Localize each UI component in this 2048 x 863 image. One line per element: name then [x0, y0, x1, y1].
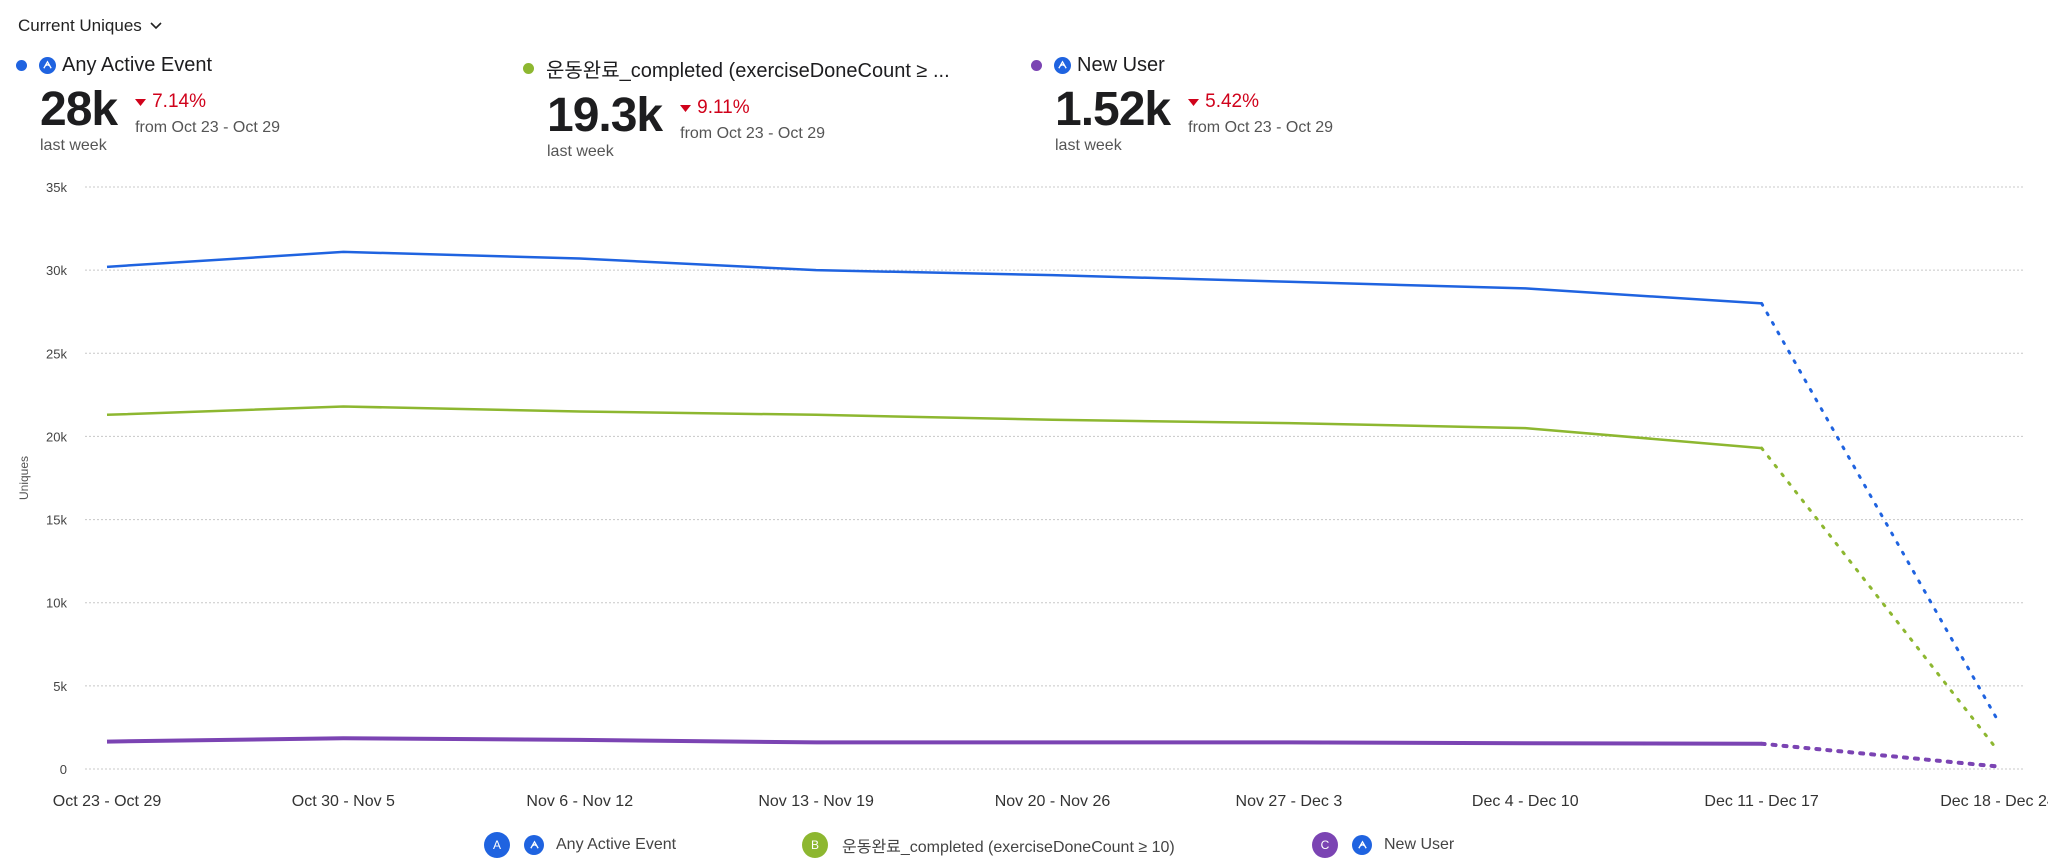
event-type-icon [524, 835, 544, 855]
series-line [106, 736, 1762, 746]
series-badge: A [484, 832, 510, 858]
legend-label: New User [1384, 836, 1455, 853]
x-tick-label: Dec 4 - Dec 10 [1472, 793, 1579, 810]
y-tick-label: 35k [46, 180, 67, 195]
series-color-dot [1031, 60, 1042, 71]
metric-card: New User 1.52k last week 5.42% from Oct … [1031, 54, 1333, 155]
series-color-dot [523, 63, 534, 74]
metric-header: 운동완료_completed (exerciseDoneCount ≥ ... [523, 54, 950, 83]
metric-change-value: 5.42% [1205, 91, 1259, 112]
metric-value-label: last week [547, 143, 614, 160]
metric-value: 1.52k [1055, 83, 1171, 136]
metric-card: Any Active Event 28k last week 7.14% fro… [16, 54, 280, 155]
metric-change-value: 9.11% [697, 97, 750, 118]
y-tick-label: 25k [46, 346, 67, 361]
metric-comparison-period: from Oct 23 - Oct 29 [680, 125, 826, 142]
chevron-down-icon [150, 22, 162, 30]
y-tick-label: 5k [53, 679, 67, 694]
metric-header: Any Active Event [16, 54, 280, 77]
series-color-dot [16, 60, 27, 71]
metric-comparison-period: from Oct 23 - Oct 29 [135, 119, 281, 136]
y-tick-label: 10k [46, 596, 67, 611]
metric-dropdown[interactable]: Current Uniques [18, 16, 162, 36]
metric-change: 5.42% [1188, 91, 1333, 113]
metric-header: New User [1031, 54, 1333, 77]
metric-dropdown-label: Current Uniques [18, 16, 142, 35]
metric-value: 19.3k [547, 89, 663, 142]
y-axis-label: Uniques [17, 456, 31, 500]
metric-change-value: 7.14% [152, 91, 206, 112]
y-tick-label: 15k [46, 513, 67, 528]
metric-value-label: last week [1055, 137, 1122, 154]
x-tick-label: Nov 6 - Nov 12 [526, 793, 633, 810]
legend-label: 운동완료_completed (exerciseDoneCount ≥ 10) [842, 839, 1175, 856]
y-tick-label: 0 [60, 762, 67, 777]
x-tick-label: Dec 18 - Dec 24 [1940, 793, 2048, 810]
x-tick-label: Dec 11 - Dec 17 [1704, 793, 1819, 810]
legend-item[interactable]: C New User [1312, 832, 1454, 858]
legend-label: Any Active Event [556, 836, 677, 853]
metric-card: 운동완료_completed (exerciseDoneCount ≥ ... … [523, 54, 950, 161]
event-type-icon [39, 57, 56, 74]
metric-name: New User [1077, 54, 1165, 76]
event-type-icon [1054, 57, 1071, 74]
series-incomplete-line [1760, 446, 2000, 753]
caret-down-icon [1188, 98, 1200, 106]
y-tick-label: 20k [46, 429, 67, 444]
series-incomplete-line [1759, 741, 2000, 769]
x-tick-label: Nov 20 - Nov 26 [995, 793, 1111, 810]
metric-value-label: last week [40, 137, 107, 154]
x-tick-label: Nov 27 - Dec 3 [1236, 793, 1343, 810]
series-line [106, 405, 1762, 450]
series-line [106, 250, 1762, 305]
chart-legend: A Any Active Event B 운동완료_completed (exer… [0, 830, 2048, 860]
line-chart: 0 5k 10k 15k 20k 25k 30k 35k Uniques Oct 23 - Oct… [17, 180, 2048, 810]
metric-name: 운동완료_completed (exerciseDoneCount ≥ ... [546, 60, 950, 82]
y-tick-label: 30k [46, 263, 67, 278]
caret-down-icon [135, 98, 147, 106]
event-type-icon [1352, 835, 1372, 855]
x-tick-label: Oct 30 - Nov 5 [292, 793, 395, 810]
metric-change: 9.11% [680, 97, 825, 119]
legend-item[interactable]: B 운동완료_completed (exerciseDoneCount ≥ 10… [802, 832, 1175, 858]
metric-name: Any Active Event [62, 54, 213, 76]
metric-comparison-period: from Oct 23 - Oct 29 [1188, 119, 1334, 136]
series-incomplete-line [1760, 301, 2000, 723]
series-badge: C [1312, 832, 1338, 858]
legend-item[interactable]: A Any Active Event [484, 832, 676, 858]
metric-change: 7.14% [135, 91, 280, 113]
x-tick-label: Oct 23 - Oct 29 [53, 793, 162, 810]
caret-down-icon [680, 104, 692, 112]
metric-value: 28k [40, 83, 118, 136]
series-badge: B [802, 832, 828, 858]
x-tick-label: Nov 13 - Nov 19 [758, 793, 874, 810]
